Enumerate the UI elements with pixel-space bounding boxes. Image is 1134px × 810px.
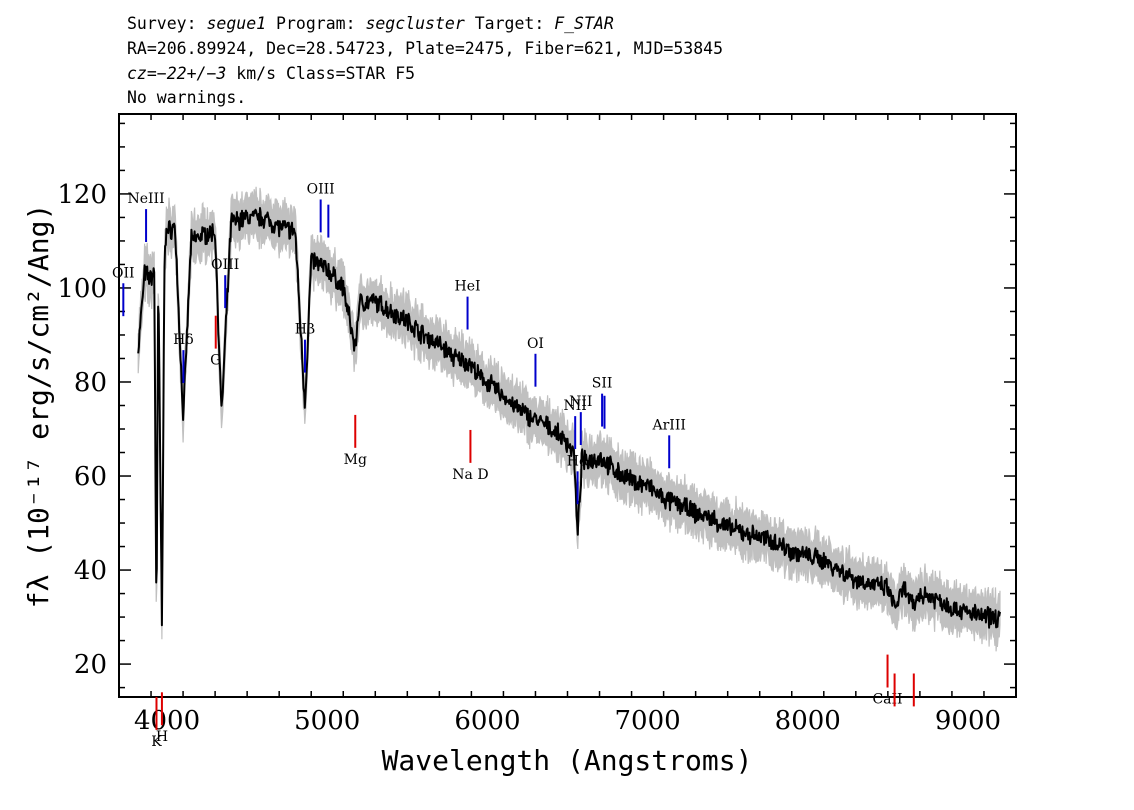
y-tick-label: 100 [57, 274, 107, 304]
emission-line-label: HeI [455, 279, 481, 295]
survey-value: segue1 [206, 14, 266, 33]
flux-series [137, 207, 1001, 629]
y-axis-title: fλ (10⁻¹⁷ erg/s/cm²/Ang) [22, 204, 55, 609]
class-value: km/s Class=STAR F5 [226, 64, 415, 83]
emission-line-label: NII [569, 394, 592, 410]
x-tick-label: 6000 [454, 706, 520, 736]
x-tick-label: 9000 [935, 706, 1001, 736]
emission-line-label: OI [527, 336, 544, 352]
absorption-line-label: CaII [872, 692, 902, 708]
y-tick-label: 40 [74, 556, 107, 586]
absorption-line-label: K [151, 734, 162, 750]
emission-line-label: OIII [211, 257, 239, 273]
x-axis-title: Wavelength (Angstroms) [382, 744, 753, 777]
axis-ticks: 4000 5000 6000 7000 8000 9000 20 40 60 80 100 120 [57, 114, 1017, 736]
y-tick-label: 120 [57, 180, 107, 210]
emission-line-label: Hα [567, 453, 589, 469]
spectral-line-markers: OIINeIIIHδOIIIHβOIIIHeIOINIIHαNIISIIArII… [112, 181, 915, 750]
header-line-1: Survey: segue1 Program: segcluster Targe… [127, 14, 614, 33]
absorption-line-label: G [210, 353, 221, 369]
program-label: Program: [266, 14, 365, 33]
x-tick-label: 5000 [294, 706, 360, 736]
y-tick-label: 80 [74, 368, 107, 398]
emission-line-label: NeIII [127, 191, 164, 207]
emission-line-label: NII [564, 398, 587, 414]
absorption-line-label: Na D [452, 467, 488, 483]
flux-line [137, 207, 1001, 629]
y-tick-label: 20 [74, 650, 107, 680]
header-line-2: RA=206.89924, Dec=28.54723, Plate=2475, … [127, 39, 723, 58]
header-line-4: No warnings. [127, 88, 246, 107]
emission-line-label: OIII [307, 181, 335, 197]
header-line-3: cz=−22+/−3 km/s Class=STAR F5 [127, 64, 415, 83]
target-label: Target: [465, 14, 554, 33]
x-tick-label: 4000 [134, 706, 200, 736]
absorption-line-label: Mg [344, 452, 367, 468]
survey-label: Survey: [127, 14, 206, 33]
emission-line-label: Hβ [295, 322, 315, 338]
emission-line-label: OII [112, 265, 135, 281]
cz-value: cz=−22+/−3 [127, 64, 226, 83]
emission-line-label: SII [592, 376, 613, 392]
absorption-line-label: H [156, 729, 168, 745]
y-tick-label: 60 [74, 462, 107, 492]
x-tick-label: 8000 [775, 706, 841, 736]
target-value: F_STAR [554, 14, 614, 33]
emission-line-label: Hδ [173, 332, 194, 348]
emission-line-label: ArIII [652, 417, 686, 433]
program-value: segcluster [365, 14, 464, 33]
x-tick-label: 7000 [615, 706, 681, 736]
